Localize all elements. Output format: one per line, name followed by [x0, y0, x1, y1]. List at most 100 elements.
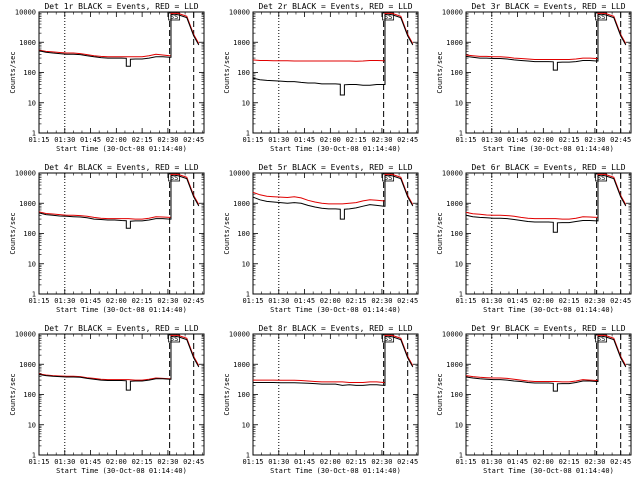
y-tick-label: 1000: [446, 200, 463, 208]
y-tick-label: 100: [450, 230, 463, 238]
y-tick-label: 100: [23, 69, 36, 77]
ss-box-label: SS: [384, 174, 392, 182]
y-tick-label: 10: [28, 260, 36, 268]
x-tick-label: 01:15: [455, 136, 476, 144]
y-tick-label: 1000: [446, 361, 463, 369]
x-tick-label: 01:30: [54, 136, 75, 144]
x-tick-label: 02:00: [533, 297, 554, 305]
x-axis-label: Start Time (30-Oct-08 01:14:40): [483, 145, 614, 153]
y-tick-label: 1: [459, 452, 463, 460]
y-tick-label: 10000: [229, 331, 250, 339]
plot-frame: [465, 333, 632, 456]
panel-title: Det 8r BLACK = Events, RED = LLD: [258, 324, 412, 333]
y-axis-label: Counts/sec: [436, 373, 444, 415]
x-tick-label: 02:30: [584, 458, 605, 466]
x-tick-label: 02:15: [559, 136, 580, 144]
y-tick-label: 10: [28, 99, 36, 107]
x-axis-label: Start Time (30-Oct-08 01:14:40): [56, 467, 187, 475]
y-tick-label: 10: [242, 260, 250, 268]
panel-title: Det 5r BLACK = Events, RED = LLD: [258, 163, 412, 172]
panel-title: Det 3r BLACK = Events, RED = LLD: [471, 2, 625, 11]
x-tick-label: 01:15: [242, 136, 263, 144]
events-series-line: [465, 175, 627, 233]
x-tick-label: 01:30: [268, 136, 289, 144]
x-tick-label: 02:15: [132, 297, 153, 305]
ss-box-label: SS: [384, 335, 392, 343]
y-tick-label: 1000: [19, 361, 36, 369]
x-tick-label: 02:00: [106, 136, 127, 144]
x-axis-label: Start Time (30-Oct-08 01:14:40): [483, 306, 614, 314]
y-axis-label: Counts/sec: [223, 51, 231, 93]
y-axis-label: Counts/sec: [436, 212, 444, 254]
y-tick-label: 1000: [233, 361, 250, 369]
x-tick-label: 02:00: [533, 458, 554, 466]
x-tick-label: 02:15: [132, 136, 153, 144]
panel-3: Det 3r BLACK = Events, RED = LLD 1 10 100 10…: [436, 2, 632, 153]
plot-frame: [38, 333, 205, 456]
y-tick-label: 10: [455, 260, 463, 268]
panel-title: Det 9r BLACK = Events, RED = LLD: [471, 324, 625, 333]
ss-box-label: SS: [170, 174, 178, 182]
x-tick-label: 02:45: [183, 136, 204, 144]
y-tick-label: 100: [23, 230, 36, 238]
panel-title: Det 4r BLACK = Events, RED = LLD: [44, 163, 198, 172]
y-tick-label: 10: [242, 421, 250, 429]
y-axis-label: Counts/sec: [436, 51, 444, 93]
y-tick-label: 10000: [229, 170, 250, 178]
y-tick-label: 1000: [19, 39, 36, 47]
x-tick-label: 02:00: [106, 458, 127, 466]
panel-title: Det 6r BLACK = Events, RED = LLD: [471, 163, 625, 172]
y-tick-label: 1: [459, 291, 463, 299]
y-tick-label: 1: [32, 291, 36, 299]
panel-7: Det 7r BLACK = Events, RED = LLD 1 10 100 10…: [9, 324, 205, 475]
x-tick-label: 01:15: [28, 297, 49, 305]
plot-frame: [252, 333, 419, 456]
x-tick-label: 01:30: [54, 458, 75, 466]
events-series-line: [252, 14, 414, 96]
events-series-line: [252, 175, 414, 220]
x-tick-label: 02:45: [610, 136, 631, 144]
x-tick-label: 02:30: [584, 136, 605, 144]
x-tick-label: 02:30: [157, 297, 178, 305]
plot-frame: [38, 11, 205, 134]
x-tick-label: 01:45: [507, 458, 528, 466]
y-axis-label: Counts/sec: [223, 212, 231, 254]
events-series-line: [465, 14, 627, 71]
panel-8: Det 8r BLACK = Events, RED = LLD 1 10 100 10…: [223, 324, 419, 475]
x-tick-label: 02:45: [610, 297, 631, 305]
y-tick-label: 10000: [15, 170, 36, 178]
y-axis-label: Counts/sec: [9, 51, 17, 93]
panel-6: Det 6r BLACK = Events, RED = LLD 1 10 100 10…: [436, 163, 632, 314]
ss-box-label: SS: [597, 174, 605, 182]
x-tick-label: 02:15: [559, 458, 580, 466]
x-tick-label: 02:00: [320, 458, 341, 466]
ss-box-label: SS: [597, 335, 605, 343]
y-tick-label: 100: [450, 391, 463, 399]
x-tick-label: 02:00: [320, 297, 341, 305]
y-axis-label: Counts/sec: [9, 212, 17, 254]
x-tick-label: 01:45: [294, 297, 315, 305]
x-tick-label: 02:45: [397, 136, 418, 144]
x-tick-label: 02:30: [157, 458, 178, 466]
x-tick-label: 02:15: [346, 297, 367, 305]
x-tick-label: 01:15: [455, 297, 476, 305]
x-tick-label: 01:45: [80, 458, 101, 466]
y-tick-label: 100: [450, 69, 463, 77]
x-tick-label: 02:00: [106, 297, 127, 305]
panel-5: Det 5r BLACK = Events, RED = LLD 1 10 100 10…: [223, 163, 419, 314]
panel-1: Det 1r BLACK = Events, RED = LLD 1 10 100 10…: [9, 2, 205, 153]
plot-frame: [38, 172, 205, 295]
x-tick-label: 01:15: [242, 297, 263, 305]
x-tick-label: 02:30: [371, 136, 392, 144]
events-series-line: [253, 336, 414, 386]
y-tick-label: 1: [246, 130, 250, 138]
y-tick-label: 100: [23, 391, 36, 399]
x-tick-label: 02:30: [584, 297, 605, 305]
x-tick-label: 02:45: [397, 297, 418, 305]
y-tick-label: 10000: [229, 9, 250, 17]
y-tick-label: 10000: [442, 331, 463, 339]
y-tick-label: 1000: [233, 39, 250, 47]
panel-4: Det 4r BLACK = Events, RED = LLD 1 10 100 10…: [9, 163, 205, 314]
x-tick-label: 01:45: [80, 136, 101, 144]
x-tick-label: 02:45: [183, 297, 204, 305]
